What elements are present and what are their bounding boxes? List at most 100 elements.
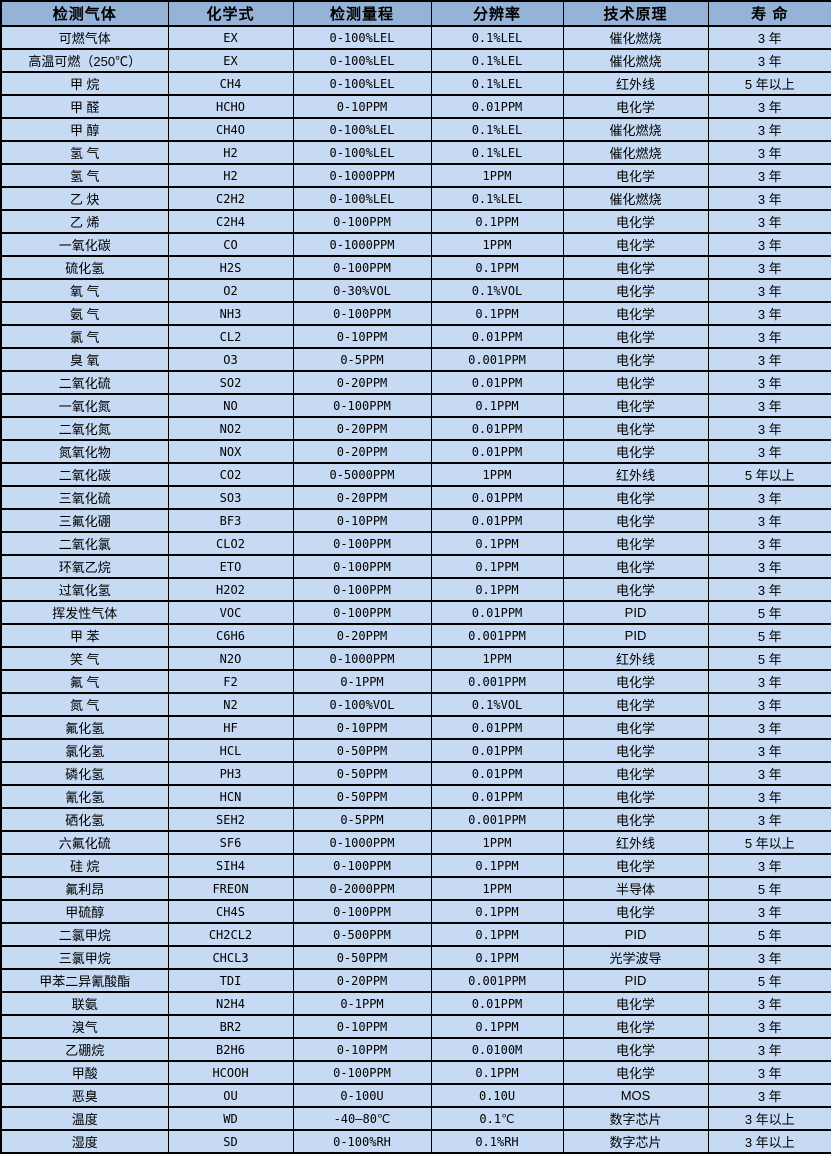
cell-gas: 湿度 (0, 1129, 169, 1154)
table-row: 三氯甲烷 CHCL3 0-50PPM 0.1PPM 光学波导 3 年 (0, 945, 831, 970)
table-row: 环氧乙烷 ETO 0-100PPM 0.1PPM 电化学 3 年 (0, 554, 831, 579)
cell-formula: NO (167, 393, 294, 418)
cell-gas: 三氧化硫 (0, 485, 169, 510)
cell-gas: 氢 气 (0, 163, 169, 188)
cell-gas: 甲硫醇 (0, 899, 169, 924)
cell-lifespan: 3 年 (707, 1060, 831, 1085)
cell-lifespan: 3 年 (707, 301, 831, 326)
cell-formula: HCHO (167, 94, 294, 119)
cell-gas: 溴气 (0, 1014, 169, 1039)
cell-range: 0-20PPM (292, 439, 432, 464)
cell-principle: 电化学 (562, 301, 709, 326)
cell-range: 0-50PPM (292, 761, 432, 786)
cell-lifespan: 3 年 (707, 945, 831, 970)
table-row: 硅 烷 SIH4 0-100PPM 0.1PPM 电化学 3 年 (0, 853, 831, 878)
table-row: 湿度 SD 0-100%RH 0.1%RH 数字芯片 3 年以上 (0, 1129, 831, 1154)
cell-principle: 催化燃烧 (562, 140, 709, 165)
cell-gas: 联氨 (0, 991, 169, 1016)
cell-formula: C6H6 (167, 623, 294, 648)
cell-formula: CH4 (167, 71, 294, 96)
cell-formula: CH2CL2 (167, 922, 294, 947)
cell-formula: O3 (167, 347, 294, 372)
cell-range: 0-100%LEL (292, 48, 432, 73)
cell-gas: 乙硼烷 (0, 1037, 169, 1062)
cell-lifespan: 5 年 (707, 968, 831, 993)
cell-resolution: 0.001PPM (430, 347, 564, 372)
cell-lifespan: 5 年以上 (707, 830, 831, 855)
table-row: 氰化氢 HCN 0-50PPM 0.01PPM 电化学 3 年 (0, 784, 831, 809)
cell-formula: CHCL3 (167, 945, 294, 970)
cell-principle: 电化学 (562, 899, 709, 924)
cell-range: 0-100%LEL (292, 117, 432, 142)
cell-principle: 红外线 (562, 830, 709, 855)
table-row: 磷化氢 PH3 0-50PPM 0.01PPM 电化学 3 年 (0, 761, 831, 786)
cell-range: 0-100%LEL (292, 186, 432, 211)
cell-lifespan: 3 年 (707, 669, 831, 694)
cell-range: 0-20PPM (292, 416, 432, 441)
table-row: 氢 气 H2 0-100%LEL 0.1%LEL 催化燃烧 3 年 (0, 140, 831, 165)
cell-formula: WD (167, 1106, 294, 1131)
cell-formula: EX (167, 25, 294, 50)
cell-resolution: 0.1%VOL (430, 692, 564, 717)
cell-gas: 氟化氢 (0, 715, 169, 740)
table-row: 甲 醇 CH4O 0-100%LEL 0.1%LEL 催化燃烧 3 年 (0, 117, 831, 142)
cell-range: 0-100%VOL (292, 692, 432, 717)
cell-range: 0-50PPM (292, 738, 432, 763)
cell-range: 0-10PPM (292, 1037, 432, 1062)
table-row: 三氧化硫 SO3 0-20PPM 0.01PPM 电化学 3 年 (0, 485, 831, 510)
table-row: 挥发性气体 VOC 0-100PPM 0.01PPM PID 5 年 (0, 600, 831, 625)
cell-gas: 一氧化碳 (0, 232, 169, 257)
cell-lifespan: 5 年 (707, 623, 831, 648)
cell-resolution: 0.01PPM (430, 600, 564, 625)
table-row: 甲苯二异氰酸酯 TDI 0-20PPM 0.001PPM PID 5 年 (0, 968, 831, 993)
cell-resolution: 0.1℃ (430, 1106, 564, 1131)
cell-formula: NO2 (167, 416, 294, 441)
cell-resolution: 0.01PPM (430, 761, 564, 786)
cell-range: 0-500PPM (292, 922, 432, 947)
table-row: 甲酸 HCOOH 0-100PPM 0.1PPM 电化学 3 年 (0, 1060, 831, 1085)
cell-principle: 半导体 (562, 876, 709, 901)
cell-formula: BR2 (167, 1014, 294, 1039)
cell-formula: SF6 (167, 830, 294, 855)
cell-formula: FREON (167, 876, 294, 901)
cell-gas: 氯 气 (0, 324, 169, 349)
cell-lifespan: 3 年 (707, 715, 831, 740)
table-row: 氯化氢 HCL 0-50PPM 0.01PPM 电化学 3 年 (0, 738, 831, 763)
cell-gas: 乙 炔 (0, 186, 169, 211)
cell-resolution: 0.1PPM (430, 945, 564, 970)
cell-principle: MOS (562, 1083, 709, 1108)
cell-lifespan: 3 年 (707, 692, 831, 717)
cell-gas: 硅 烷 (0, 853, 169, 878)
cell-formula: H2O2 (167, 577, 294, 602)
cell-resolution: 1PPM (430, 646, 564, 671)
cell-formula: N2O (167, 646, 294, 671)
cell-lifespan: 3 年 (707, 577, 831, 602)
table-row: 温度 WD -40—80℃ 0.1℃ 数字芯片 3 年以上 (0, 1106, 831, 1131)
cell-range: 0-100PPM (292, 853, 432, 878)
cell-resolution: 0.1PPM (430, 531, 564, 556)
cell-formula: OU (167, 1083, 294, 1108)
cell-lifespan: 3 年 (707, 186, 831, 211)
cell-lifespan: 5 年 (707, 600, 831, 625)
col-header-lifespan: 寿 命 (707, 0, 831, 27)
cell-range: 0-100PPM (292, 301, 432, 326)
cell-principle: 电化学 (562, 393, 709, 418)
cell-lifespan: 5 年 (707, 922, 831, 947)
cell-range: 0-20PPM (292, 370, 432, 395)
cell-gas: 挥发性气体 (0, 600, 169, 625)
cell-principle: 电化学 (562, 94, 709, 119)
cell-formula: C2H2 (167, 186, 294, 211)
cell-range: 0-10PPM (292, 1014, 432, 1039)
cell-principle: 电化学 (562, 255, 709, 280)
cell-lifespan: 3 年 (707, 991, 831, 1016)
table-row: 氢 气 H2 0-1000PPM 1PPM 电化学 3 年 (0, 163, 831, 188)
cell-resolution: 0.01PPM (430, 370, 564, 395)
cell-gas: 氧 气 (0, 278, 169, 303)
table-row: 一氧化氮 NO 0-100PPM 0.1PPM 电化学 3 年 (0, 393, 831, 418)
cell-gas: 甲 醇 (0, 117, 169, 142)
cell-principle: 电化学 (562, 715, 709, 740)
cell-resolution: 1PPM (430, 163, 564, 188)
cell-resolution: 0.001PPM (430, 807, 564, 832)
cell-principle: 电化学 (562, 692, 709, 717)
table-row: 溴气 BR2 0-10PPM 0.1PPM 电化学 3 年 (0, 1014, 831, 1039)
